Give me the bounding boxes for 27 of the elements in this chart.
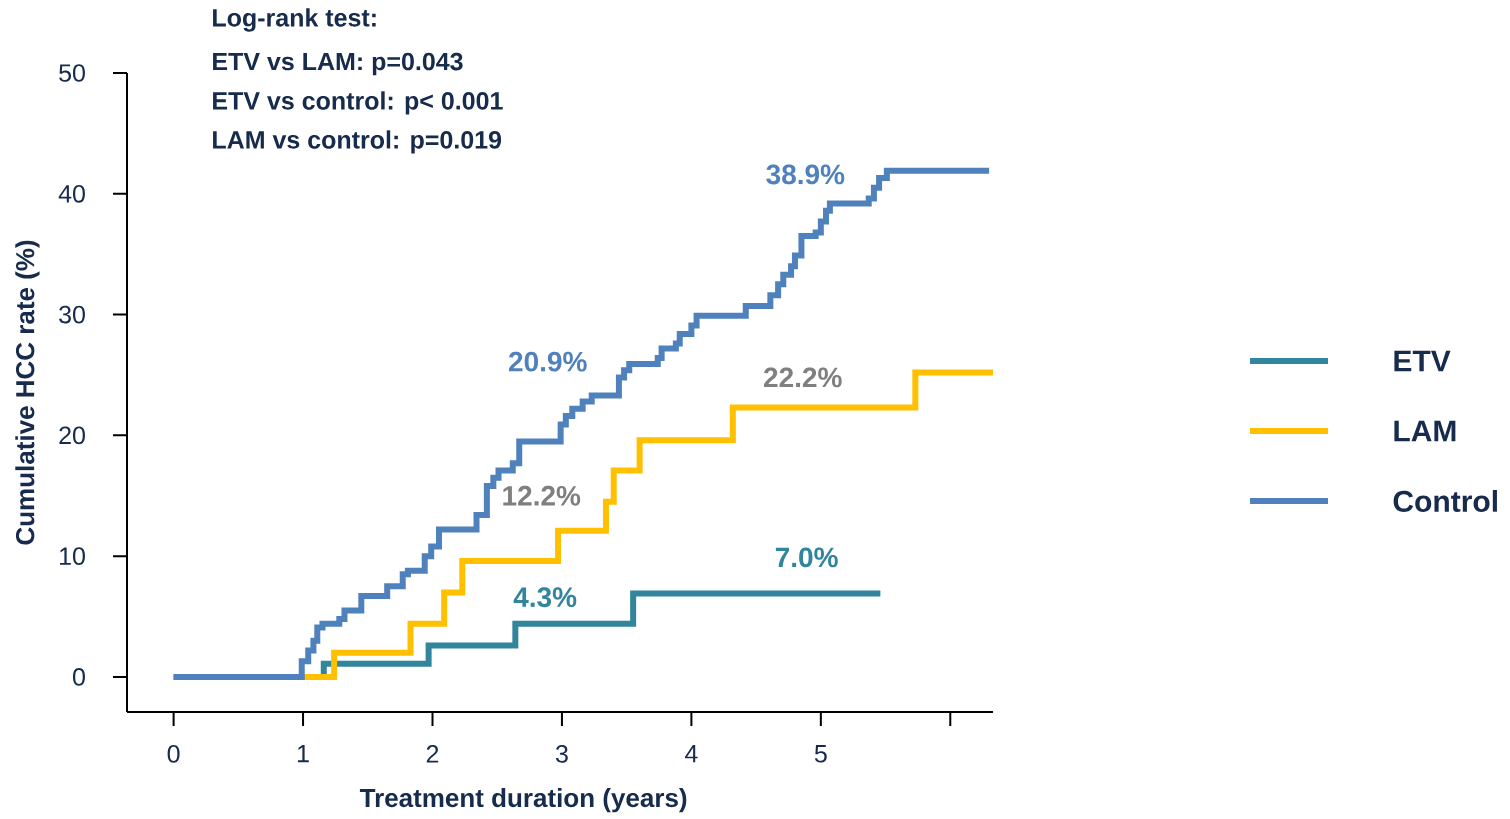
annotation: ETV vs LAM: p=0.043 <box>213 52 463 76</box>
annotation: 12.2% <box>503 485 581 506</box>
legend-label: ETV <box>1394 350 1451 372</box>
annotation: LAM vs control: p=0.019 <box>213 130 502 154</box>
x-tick-label: 3 <box>555 745 568 763</box>
x-axis-title: Treatment duration (years) <box>359 788 687 813</box>
y-tick-label: 20 <box>59 426 85 445</box>
y-tick-label: 50 <box>59 64 85 82</box>
x-tick-label: 2 <box>426 745 439 763</box>
y-tick-label: 30 <box>59 305 85 324</box>
legend-label: LAM <box>1394 420 1456 442</box>
y-tick-label: 40 <box>58 184 85 203</box>
annotation: 7.0% <box>775 547 838 568</box>
y-tick-label: 0 <box>73 668 85 686</box>
annotation: 38.9% <box>766 164 845 185</box>
y-axis-title: Cumulative HCC rate (%) <box>15 240 40 545</box>
text: Log-rank test: <box>213 8 376 32</box>
x-tick-label: 0 <box>167 745 180 763</box>
x-tick-label: 1 <box>298 745 309 763</box>
annotation: 22.2% <box>763 367 842 388</box>
x-tick-label: 5 <box>814 745 827 763</box>
x-tick-label: 4 <box>685 745 698 763</box>
legend-label: Control <box>1393 489 1497 513</box>
y-tick-label: 10 <box>60 547 85 566</box>
annotation: 20.9% <box>508 351 587 372</box>
annotation: ETV vs control: p< 0.001 <box>213 91 503 115</box>
annotation: 4.3% <box>513 587 577 608</box>
